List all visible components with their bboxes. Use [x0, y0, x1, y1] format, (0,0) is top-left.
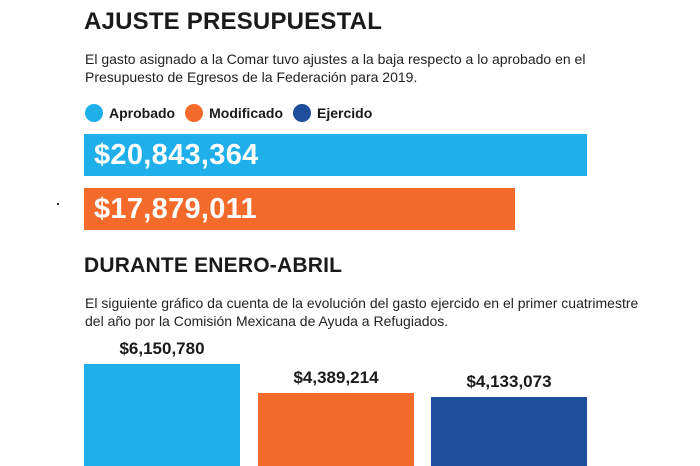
- legend-label-modificado: Modificado: [209, 105, 283, 121]
- legend-item-ejercido: Ejercido: [293, 104, 372, 122]
- speck-mark: [57, 203, 59, 205]
- hbar-modificado: $17,879,011: [84, 188, 516, 230]
- legend-label-aprobado: Aprobado: [109, 105, 176, 121]
- legend-item-aprobado: Aprobado: [85, 104, 175, 122]
- hbar-aprobado: $20,843,364: [84, 134, 587, 176]
- hbar-value-label: $20,843,364: [94, 138, 259, 171]
- legend-swatch-modificado: [185, 104, 204, 122]
- vbar-1: [84, 364, 240, 466]
- legend-item-modificado: Modificado: [185, 104, 283, 122]
- legend: Aprobado Modificado Ejercido: [85, 104, 376, 122]
- vbar-2: [258, 393, 414, 466]
- vbar-value-label: $4,133,073: [466, 372, 552, 392]
- vbar-3: [431, 397, 587, 466]
- hbar-value-label: $17,879,011: [94, 192, 257, 225]
- legend-swatch-aprobado: [85, 104, 103, 122]
- vbar-value-label: $4,389,214: [293, 368, 379, 388]
- section-description-ajuste: El gasto asignado a la Comar tuvo ajuste…: [85, 51, 586, 85]
- vbar-value-label: $6,150,780: [119, 339, 205, 358]
- legend-swatch-ejercido: [293, 104, 311, 122]
- section-description-enero-abril: El siguiente gráfico da cuenta de la evo…: [85, 295, 639, 329]
- section-title-enero-abril: DURANTE ENERO-ABRIL: [84, 254, 343, 277]
- legend-label-ejercido: Ejercido: [317, 105, 373, 121]
- section-title-ajuste: AJUSTE PRESUPUESTAL: [84, 8, 383, 35]
